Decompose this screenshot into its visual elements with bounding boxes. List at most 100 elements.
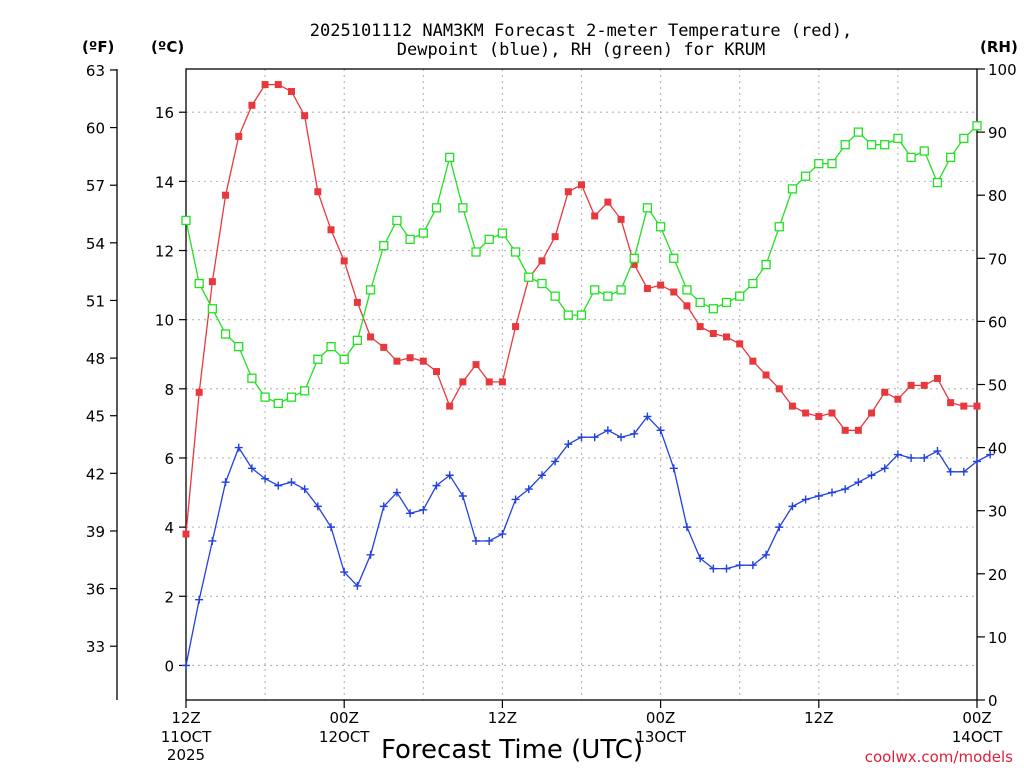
credit-text: coolwx.com/models — [865, 748, 1013, 766]
fahrenheit-unit-label: (ºF) — [82, 38, 114, 56]
dewpoint-point — [524, 485, 533, 494]
dewpoint-point — [880, 464, 889, 473]
plot-frame — [185, 68, 978, 701]
rh-point — [247, 373, 257, 383]
rh-point — [787, 184, 798, 194]
rh-tick-label: 70 — [988, 250, 1007, 268]
rh-point — [471, 247, 481, 257]
dewpoint-point — [313, 502, 322, 511]
dewpoint-point — [340, 568, 349, 577]
x-tick-label-hour: 00Z — [330, 709, 359, 727]
2-meter-temperature-point — [617, 215, 625, 223]
rh-point — [642, 203, 653, 213]
rh-point — [932, 177, 943, 188]
dewpoint-point — [564, 440, 573, 449]
2-meter-temperature-point — [393, 357, 401, 365]
2-meter-temperature-point — [406, 354, 414, 362]
2-meter-temperature-point — [973, 402, 981, 410]
dewpoint-point — [195, 595, 204, 604]
dewpoint-point — [986, 450, 995, 459]
2-meter-temperature-point — [578, 181, 585, 189]
dewpoint-point — [617, 433, 626, 442]
dewpoint-point — [432, 481, 441, 490]
2-meter-temperature-point — [894, 395, 902, 403]
dewpoint-point — [287, 478, 296, 487]
2-meter-temperature-point — [380, 343, 388, 351]
x-tick-label-date: 11OCT — [161, 728, 212, 746]
2-meter-temperature-point — [920, 381, 928, 389]
rh-tick-label: 80 — [988, 187, 1007, 205]
rh-point — [761, 259, 771, 270]
2-meter-temperature-point — [182, 530, 190, 538]
dewpoint-point — [182, 661, 190, 670]
2-meter-temperature-point — [485, 378, 493, 386]
2-meter-temperature-point — [222, 191, 230, 199]
2-meter-temperature-point — [933, 374, 941, 382]
dewpoint-point — [392, 488, 401, 497]
rh-point — [537, 278, 547, 289]
x-tick-label-hour: 00Z — [962, 709, 991, 727]
rh-point — [945, 152, 956, 162]
axes-ticks: 6360575451484542393633161412108642010090… — [86, 61, 1017, 764]
dewpoint-point — [511, 495, 520, 504]
dewpoint-point — [854, 478, 863, 487]
dewpoint-point — [498, 530, 507, 539]
rh-tick-label: 40 — [988, 440, 1007, 458]
rh-point — [365, 285, 376, 295]
rh-point — [708, 304, 718, 314]
rh-point — [181, 215, 191, 226]
rh-point — [655, 222, 666, 232]
dewpoint-point — [551, 457, 560, 466]
2-meter-temperature-point — [301, 112, 309, 120]
2-meter-temperature-point — [432, 368, 440, 376]
rh-point — [563, 310, 573, 320]
2-meter-temperature-point — [802, 409, 810, 417]
rh-point — [919, 146, 929, 156]
dewpoint-point — [656, 426, 665, 435]
celsius-tick-label: 8 — [164, 381, 174, 399]
rh-point — [590, 285, 600, 295]
fahrenheit-tick-label: 54 — [86, 235, 105, 253]
dewpoint-point — [406, 509, 415, 518]
2-meter-temperature-point — [446, 402, 454, 410]
2-meter-temperature-point — [868, 409, 876, 417]
dewpoint-point — [669, 464, 678, 473]
dewpoint-point — [590, 433, 599, 442]
dewpoint-point — [682, 523, 691, 532]
2-meter-temperature-point — [604, 198, 612, 206]
fahrenheit-tick-label: 42 — [86, 465, 105, 483]
rh-point — [234, 341, 244, 352]
celsius-tick-label: 4 — [164, 519, 174, 537]
rh-point — [893, 133, 903, 144]
dewpoint-point — [788, 502, 797, 511]
2-meter-temperature-point — [736, 340, 744, 348]
dewpoint-line — [185, 415, 991, 666]
rh-tick-label: 100 — [988, 61, 1017, 79]
rh-point — [906, 152, 916, 162]
dewpoint-point — [722, 564, 731, 573]
celsius-tick-label: 12 — [155, 243, 174, 261]
x-tick-label-date: 14OCT — [952, 728, 1003, 746]
dewpoint-point — [775, 523, 784, 532]
dewpoint-point — [801, 495, 810, 504]
rh-point — [695, 297, 705, 308]
rh-point — [484, 234, 494, 245]
2-meter-temperature-point — [854, 426, 862, 434]
dewpoint-point — [735, 561, 744, 570]
dewpoint-point — [893, 450, 902, 459]
2-meter-temperature-point — [696, 323, 704, 331]
rh-point — [392, 215, 402, 226]
2-meter-temperature-point — [643, 285, 651, 293]
dewpoint-point — [234, 443, 243, 452]
2-meter-temperature-point — [564, 188, 572, 196]
2-meter-temperature-point — [261, 81, 269, 89]
dewpoint-point — [274, 481, 283, 490]
dewpoint-point — [762, 550, 771, 559]
2-meter-temperature-point — [340, 257, 348, 265]
dewpoint-point — [247, 464, 256, 473]
data-series — [181, 81, 995, 670]
rh-line — [185, 125, 978, 405]
rh-point — [880, 140, 890, 150]
celsius-tick-label: 2 — [164, 588, 174, 606]
